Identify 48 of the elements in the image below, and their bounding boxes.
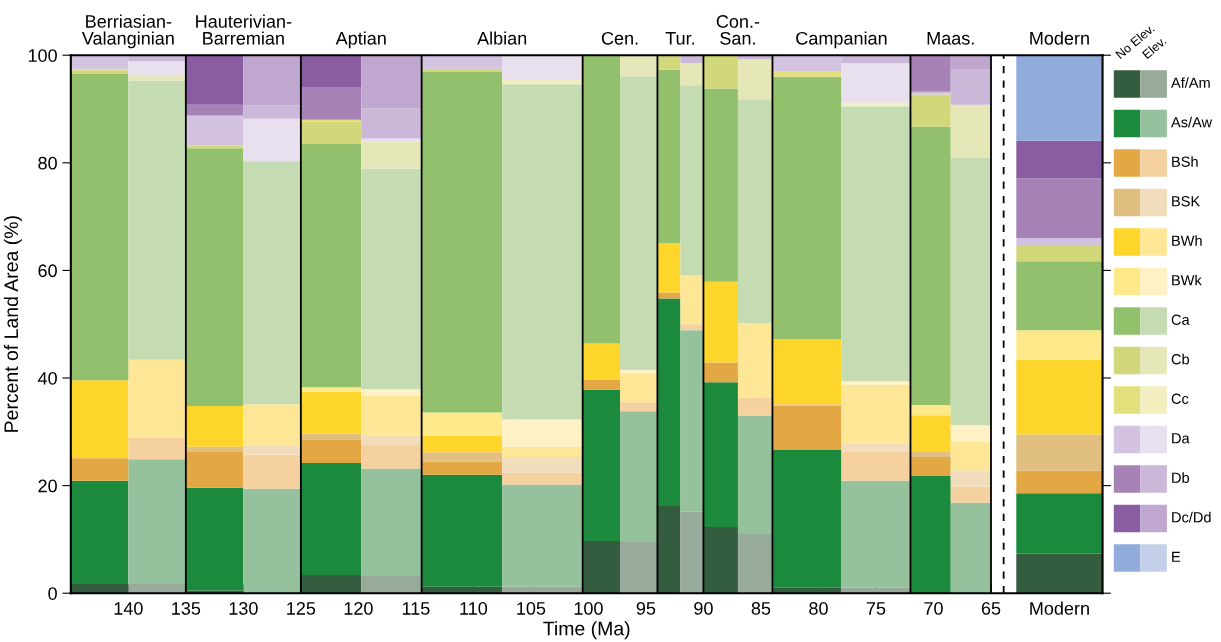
x-tick-label: 65 — [981, 602, 1001, 615]
x-tick-label: 125 — [287, 602, 316, 615]
annotation: Campanian — [796, 31, 887, 49]
x-tick-label: 115 — [402, 602, 430, 615]
annotation: Hauterivian- Barremian — [196, 14, 292, 45]
x-tick-label: 70 — [924, 602, 943, 615]
annotation: Tur. — [665, 32, 694, 45]
x-tick-label: 80 — [809, 602, 828, 615]
legend-label: Cb — [1171, 353, 1190, 365]
legend-label: BWh — [1172, 235, 1202, 246]
legend-label: Af/Am — [1171, 77, 1210, 88]
legend-label: Db — [1172, 472, 1190, 483]
y-tick-label: 80 — [38, 156, 57, 170]
y-tick-label: 40 — [37, 371, 57, 385]
y-axis-title: Percent of Land Area (%) — [3, 216, 22, 432]
x-tick-label: 75 — [866, 602, 886, 615]
y-tick-label: 0 — [48, 587, 57, 600]
annotation: Aptian — [335, 31, 386, 49]
x-axis-title: Time (Ma) — [543, 621, 630, 640]
x-tick-label: 105 — [517, 602, 546, 615]
legend-label: BSh — [1172, 156, 1198, 167]
x-tick-label: 100 — [574, 602, 603, 615]
legend-label: Ca — [1171, 314, 1190, 325]
legend-label: Cc — [1171, 393, 1189, 404]
x-tick-label: 90 — [694, 602, 713, 615]
x-tick-label: 85 — [751, 602, 771, 615]
legend-label: BSK — [1172, 196, 1201, 207]
x-tick-label: 130 — [229, 602, 258, 615]
x-tick-label: 135 — [172, 602, 201, 615]
annotation: Berriasian- Valanginian — [81, 14, 174, 49]
annotation: Modern — [1030, 31, 1089, 45]
annotation: Con.- San. — [716, 15, 760, 45]
legend-label: Da — [1172, 433, 1190, 444]
legend-label: Dc/Dd — [1172, 511, 1211, 523]
annotation: Maas. — [927, 32, 974, 45]
x-tick-label: Modern — [1030, 601, 1089, 615]
legend-label: As/Aw — [1171, 116, 1213, 128]
y-tick-label: 20 — [38, 479, 57, 493]
y-tick-label: 60 — [38, 264, 57, 278]
annotation: Cen. — [601, 31, 638, 45]
legend-label: BWk — [1172, 274, 1202, 286]
x-tick-label: 95 — [636, 602, 656, 615]
y-tick-label: 100 — [28, 49, 57, 62]
x-tick-label: 120 — [344, 602, 373, 615]
legend-label: E — [1172, 551, 1181, 562]
x-tick-label: 140 — [114, 602, 143, 615]
x-tick-label: 110 — [460, 602, 488, 615]
annotation: Albian — [477, 31, 527, 45]
